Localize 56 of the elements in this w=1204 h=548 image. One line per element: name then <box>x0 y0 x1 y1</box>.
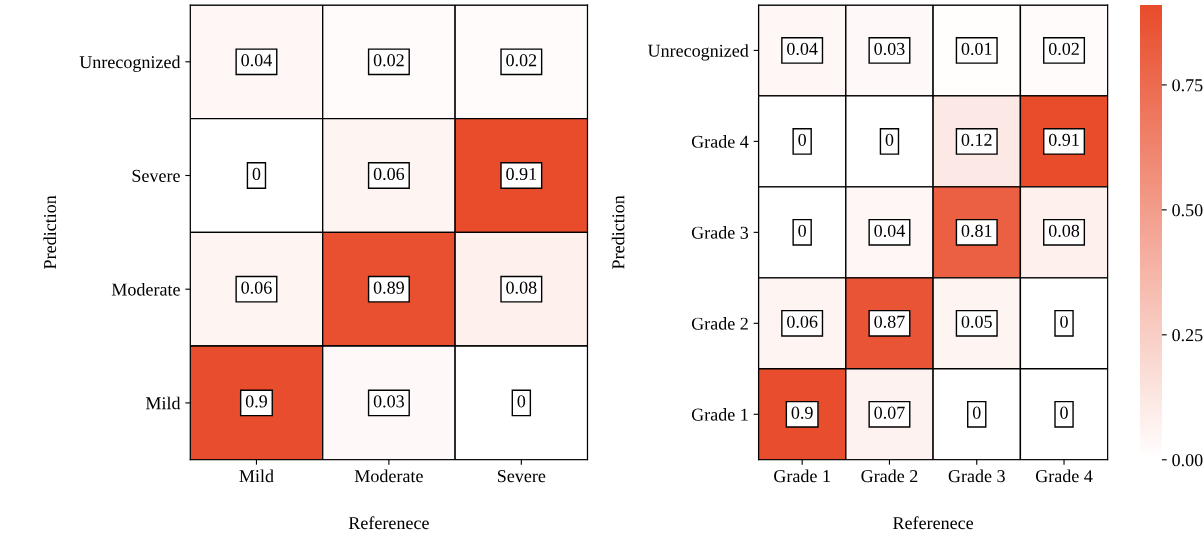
y-axis-title: Prediction <box>611 195 625 269</box>
data-label: 0.9 <box>245 395 267 408</box>
y-tick-label: Mild <box>145 396 181 410</box>
data-label: 0.04 <box>787 42 818 56</box>
x-tick-label: Moderate <box>354 469 423 483</box>
data-label: 0 <box>1060 315 1068 328</box>
data-label: 0.12 <box>961 133 992 146</box>
color-bar-label: 0.50 <box>1172 204 1203 217</box>
data-label: 0.81 <box>961 224 992 237</box>
data-label: 0.05 <box>961 315 992 328</box>
data-label: 0.06 <box>373 167 405 181</box>
x-tick-label: Grade 3 <box>948 469 1005 483</box>
data-label: 0.91 <box>506 167 537 181</box>
y-tick-label: Grade 3 <box>691 226 749 239</box>
data-label: 0.06 <box>241 281 272 294</box>
x-tick-label: Mild <box>239 469 274 483</box>
color-bar-label: 0.75 <box>1172 79 1203 92</box>
data-label: 0.08 <box>1048 224 1080 237</box>
data-label: 0.04 <box>874 224 905 237</box>
y-tick-label: Unrecognized <box>647 44 749 61</box>
color-bar-label: 0.25 <box>1172 329 1203 342</box>
data-label: 0.02 <box>1048 42 1079 56</box>
x-axis-title: Referenece <box>893 516 974 530</box>
x-tick-label: Grade 4 <box>1035 469 1093 483</box>
y-tick-label: Unrecognized <box>79 55 181 72</box>
data-label: 0.87 <box>874 315 905 328</box>
y-tick-label: Severe <box>132 169 180 182</box>
color-bar-label: 0.00 <box>1172 454 1203 467</box>
data-label: 0.01 <box>961 42 992 56</box>
data-label: 0 <box>252 167 261 181</box>
data-label: 0.02 <box>506 54 537 67</box>
data-label: 0.04 <box>241 54 272 67</box>
data-label: 0 <box>972 406 981 419</box>
y-tick-label: Grade 2 <box>691 317 748 330</box>
data-label: 0.03 <box>874 42 905 56</box>
data-label: 0 <box>517 395 526 408</box>
data-label: 0.91 <box>1048 133 1079 146</box>
x-tick-label: Severe <box>497 470 546 483</box>
y-tick-label: Grade 4 <box>691 135 749 148</box>
x-tick-label: Grade 2 <box>861 469 918 483</box>
data-label: 0 <box>1060 406 1068 419</box>
data-label: 0.08 <box>506 281 537 294</box>
data-label: 0.07 <box>874 406 905 419</box>
data-label: 0 <box>885 133 894 146</box>
y-tick-label: Grade 1 <box>691 408 748 421</box>
data-label: 0.03 <box>373 395 404 408</box>
data-label: 0.9 <box>791 406 813 419</box>
x-tick-label: Grade 1 <box>774 469 830 483</box>
data-label: 0 <box>798 224 806 237</box>
y-tick-label: Moderate <box>111 282 180 296</box>
data-label: 0.02 <box>373 54 404 67</box>
y-axis-title: Prediction <box>43 195 57 269</box>
data-label: 0.06 <box>787 315 818 328</box>
data-label: 0 <box>798 133 806 146</box>
data-label: 0.89 <box>373 281 404 294</box>
x-axis-title: Referenece <box>348 516 429 530</box>
